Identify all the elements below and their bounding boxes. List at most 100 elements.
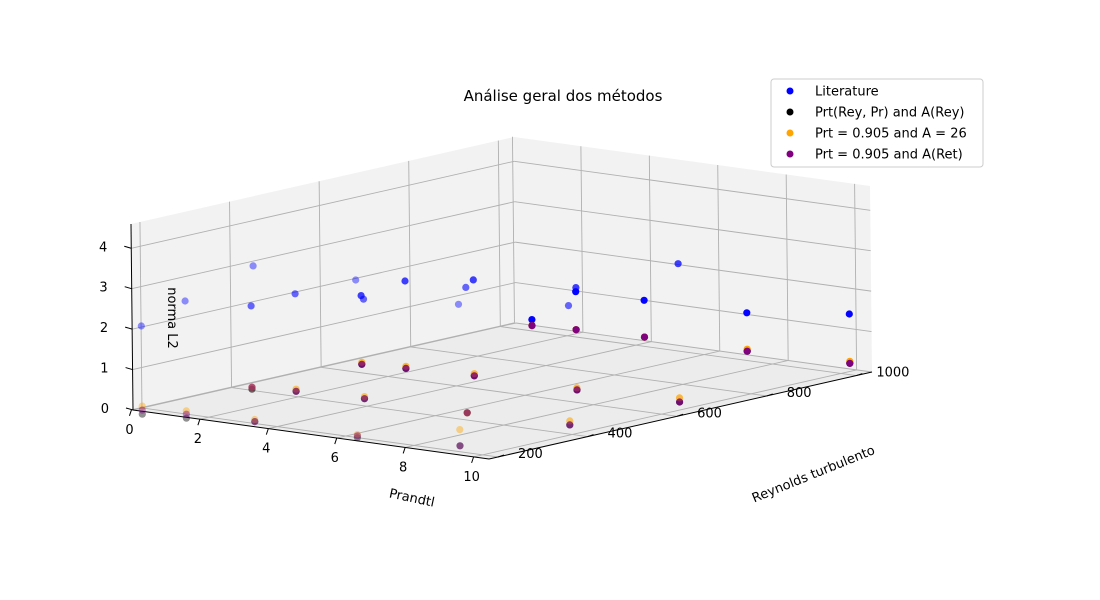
x-tick-label: 200 bbox=[518, 447, 543, 462]
data-point-series-0 bbox=[564, 302, 573, 310]
y-gridline-wall bbox=[854, 183, 858, 370]
data-point-series-0 bbox=[640, 296, 648, 304]
x-gridline-wall bbox=[229, 201, 232, 388]
data-point-series-0 bbox=[181, 297, 189, 305]
data-point-series-3 bbox=[251, 418, 259, 426]
data-point-series-2 bbox=[251, 415, 259, 424]
data-point-series-0 bbox=[743, 309, 751, 317]
data-point-series-0 bbox=[674, 260, 682, 268]
z-tick-label: 3 bbox=[99, 281, 107, 296]
data-point-series-0 bbox=[845, 310, 853, 318]
z-tick-label: 2 bbox=[100, 321, 108, 336]
z-gridline-left bbox=[131, 160, 515, 249]
tick-labels: 200 400 600 800 1000 0 2 4 6 8 10 0 1 2 3 4 bbox=[99, 240, 909, 485]
data-point-series-0 bbox=[401, 277, 409, 285]
z-gridline-back bbox=[515, 241, 872, 292]
chart-title: Análise geral dos métodos bbox=[464, 87, 663, 105]
data-point-series-0 bbox=[462, 283, 470, 291]
y-gridline-floor bbox=[405, 360, 789, 448]
data-point-series-1 bbox=[182, 414, 190, 422]
x-gridline-wall bbox=[139, 221, 143, 408]
data-point-series-3 bbox=[470, 372, 478, 380]
data-point-series-3 bbox=[402, 364, 410, 372]
data-point-series-0 bbox=[469, 276, 477, 284]
data-point-series-3 bbox=[566, 421, 574, 429]
data-point-series-3 bbox=[358, 360, 366, 368]
data-point-series-3 bbox=[353, 432, 361, 440]
z-gridline-left bbox=[132, 282, 516, 371]
data-point-series-2 bbox=[182, 407, 190, 415]
z-tick-mark bbox=[125, 367, 133, 371]
data-point-series-3 bbox=[182, 410, 190, 418]
y-gridline-floor bbox=[131, 322, 515, 411]
left-wall-pane bbox=[131, 137, 516, 410]
z-gridline-left bbox=[132, 241, 516, 330]
y-gridline-wall bbox=[648, 155, 652, 342]
z-tick-label: 1 bbox=[100, 362, 108, 377]
y-axis-label: Prandtl bbox=[388, 486, 436, 510]
x-tick-mark bbox=[676, 413, 684, 417]
y-tick-mark bbox=[197, 419, 201, 426]
y-gridline-wall bbox=[580, 146, 584, 333]
z-axis-label: norma L2 bbox=[164, 287, 179, 349]
data-point-series-3 bbox=[846, 359, 854, 367]
z-gridline-back bbox=[514, 160, 871, 211]
data-point-series-3 bbox=[743, 347, 751, 355]
y-tick-mark bbox=[402, 447, 406, 454]
legend-marker-prt-rey-pr bbox=[786, 108, 794, 116]
legend-label-prt-a-ret: Prt = 0.905 and A(Ret) bbox=[815, 148, 963, 163]
y-tick-label: 2 bbox=[194, 432, 202, 447]
data-point-series-3 bbox=[573, 386, 581, 394]
y-tick-label: 10 bbox=[463, 470, 480, 485]
data-point-series-3 bbox=[463, 409, 471, 417]
z-tick-label: 4 bbox=[99, 240, 107, 255]
y-tick-mark bbox=[128, 409, 132, 416]
z-gridline-left bbox=[132, 322, 517, 411]
y-gridline-floor bbox=[336, 350, 720, 439]
legend-marker-prt-constant bbox=[786, 129, 794, 137]
data-point-series-1 bbox=[138, 410, 146, 418]
z-tick-mark bbox=[124, 286, 132, 290]
data-point-series-0 bbox=[352, 276, 360, 284]
data-point-series-0 bbox=[572, 288, 580, 296]
y-gridline-wall bbox=[512, 136, 515, 323]
back-wall-pane bbox=[514, 137, 872, 372]
z-tick-mark bbox=[125, 407, 134, 411]
x-gridline-wall bbox=[408, 160, 412, 347]
data-point-series-3 bbox=[138, 406, 146, 414]
y-gridline-wall bbox=[785, 174, 789, 361]
y-gridline-floor bbox=[199, 331, 583, 420]
data-point-series-2 bbox=[353, 430, 361, 439]
x-tick-label: 800 bbox=[787, 386, 812, 401]
legend: Literature Prt(Rey, Pr) and A(Rey) Prt =… bbox=[770, 78, 984, 168]
x-tick-mark bbox=[587, 434, 594, 438]
data-point-series-1 bbox=[251, 418, 259, 426]
y-axis-line bbox=[132, 409, 490, 460]
legend-label-prt-rey-pr: Prt(Rey, Pr) and A(Rey) bbox=[815, 106, 964, 121]
x-tick-mark bbox=[766, 393, 773, 397]
legend-marker-literature bbox=[786, 87, 794, 95]
data-point-series-1 bbox=[353, 434, 361, 442]
legend-marker-prt-a-ret bbox=[786, 150, 794, 158]
x-gridline-floor bbox=[500, 326, 857, 377]
data-point-series-2 bbox=[138, 402, 146, 410]
z-gridline-back bbox=[514, 201, 871, 252]
y-gridline-floor bbox=[473, 369, 857, 458]
grid-lines bbox=[131, 136, 873, 458]
x-tick-mark bbox=[856, 373, 863, 377]
y-tick-label: 0 bbox=[125, 423, 133, 438]
x-gridline-floor bbox=[231, 387, 588, 438]
data-point-series-0 bbox=[137, 322, 145, 330]
data-point-series-3 bbox=[572, 326, 580, 334]
y-tick-mark bbox=[471, 456, 475, 464]
x-gridline-floor bbox=[410, 346, 767, 397]
y-tick-label: 6 bbox=[331, 451, 339, 466]
y-tick-label: 8 bbox=[399, 460, 407, 475]
legend-frame bbox=[770, 78, 984, 168]
x-gridline-wall bbox=[497, 140, 501, 327]
data-point-series-3 bbox=[528, 322, 536, 330]
y-tick-mark bbox=[265, 428, 269, 435]
z-tick-mark bbox=[124, 326, 133, 330]
data-point-series-3 bbox=[248, 383, 256, 391]
